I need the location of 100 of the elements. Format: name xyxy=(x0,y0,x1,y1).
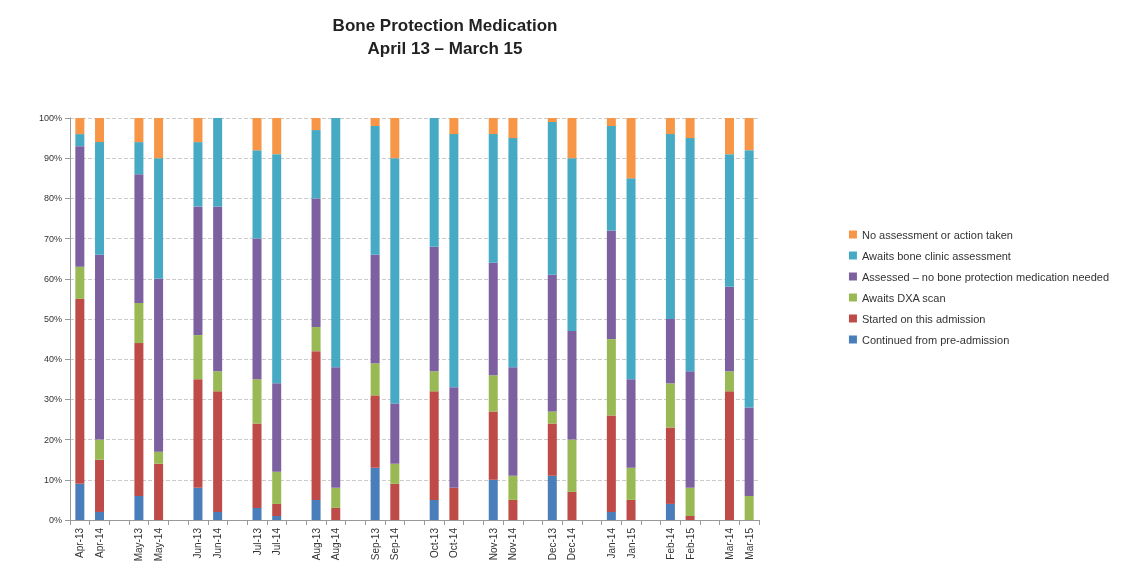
bar xyxy=(567,331,577,440)
bar xyxy=(213,511,223,520)
bar xyxy=(213,206,223,372)
bar xyxy=(744,407,754,496)
y-tick-label: 30% xyxy=(43,394,62,405)
x-tick-label: Apr-14 xyxy=(94,527,106,559)
bar xyxy=(744,150,754,408)
bar xyxy=(252,379,262,424)
bar xyxy=(193,379,203,488)
bar xyxy=(154,278,164,452)
bar xyxy=(370,254,380,364)
x-tick-label: Sep-13 xyxy=(369,527,381,561)
bar xyxy=(606,230,616,340)
bar xyxy=(272,515,282,520)
y-tick-label: 60% xyxy=(43,273,62,284)
bar xyxy=(488,479,498,520)
x-tick-label: Aug-13 xyxy=(310,527,322,561)
bar xyxy=(272,154,282,384)
bar xyxy=(252,118,262,151)
x-tick-label: Jan-14 xyxy=(605,527,617,559)
bar xyxy=(193,335,203,380)
legend-label: Awaits bone clinic assessment xyxy=(861,249,1011,262)
bar xyxy=(95,459,105,512)
bar xyxy=(193,118,203,143)
bar xyxy=(547,274,557,412)
bar xyxy=(390,463,400,484)
bar xyxy=(547,411,557,424)
bar xyxy=(390,483,400,520)
bar xyxy=(134,343,144,496)
bar xyxy=(567,439,577,492)
bar xyxy=(95,142,105,255)
bar xyxy=(75,146,85,267)
bar xyxy=(252,238,262,380)
bar xyxy=(724,391,734,520)
bar xyxy=(567,118,577,159)
bar xyxy=(508,138,518,368)
bar xyxy=(685,487,695,516)
bar xyxy=(154,118,164,159)
bar xyxy=(272,383,282,472)
bar xyxy=(744,118,754,151)
x-tick-label: Jun-13 xyxy=(192,527,204,559)
bar xyxy=(134,302,144,344)
bar xyxy=(606,339,616,416)
legend-label: Assessed – no bone protection medication needed xyxy=(861,270,1109,283)
bar xyxy=(75,298,85,484)
x-tick-label: Aug-14 xyxy=(330,527,342,561)
y-tick-label: 70% xyxy=(43,233,62,244)
bar xyxy=(508,475,518,500)
bar xyxy=(724,286,734,372)
bar xyxy=(606,415,616,512)
bar xyxy=(508,367,518,476)
bar xyxy=(665,383,675,428)
bar xyxy=(331,367,341,488)
bar xyxy=(626,379,636,468)
bar xyxy=(488,134,498,263)
x-tick-label: Sep-14 xyxy=(389,527,401,561)
bar xyxy=(390,158,400,404)
bar xyxy=(311,351,321,500)
bar xyxy=(95,254,105,440)
y-tick-label: 20% xyxy=(43,434,62,445)
bar xyxy=(429,499,439,520)
bar xyxy=(370,467,380,520)
legend-label: Awaits DXA scan xyxy=(861,291,946,304)
bar xyxy=(606,511,616,520)
x-tick-label: Mar-14 xyxy=(723,527,735,560)
bar xyxy=(449,487,459,520)
bar xyxy=(429,246,439,372)
bar xyxy=(311,499,321,520)
x-tick-label: Nov-14 xyxy=(507,527,519,561)
bar xyxy=(75,134,85,147)
bar xyxy=(311,327,321,352)
bar xyxy=(272,471,282,504)
x-tick-label: Oct-14 xyxy=(448,527,460,559)
bar xyxy=(724,118,734,155)
bar xyxy=(547,475,557,520)
x-tick-label: Jul-13 xyxy=(251,527,263,556)
x-tick-label: Oct-13 xyxy=(428,527,440,559)
bar xyxy=(272,503,282,516)
bar xyxy=(685,118,695,139)
x-tick-label: Mar-15 xyxy=(743,527,755,560)
bar xyxy=(488,262,498,376)
chart-title: Bone Protection Medication xyxy=(332,16,558,35)
bar xyxy=(429,371,439,392)
bar xyxy=(370,118,380,127)
x-tick-label: Feb-14 xyxy=(664,527,676,560)
bar xyxy=(75,118,85,135)
bar xyxy=(685,371,695,488)
bar xyxy=(626,467,636,500)
bar xyxy=(95,511,105,520)
bar xyxy=(390,403,400,464)
y-tick-label: 40% xyxy=(43,354,62,365)
bar xyxy=(193,206,203,336)
x-tick-label: Jan-15 xyxy=(625,527,637,559)
bar xyxy=(429,118,439,247)
bar xyxy=(606,118,616,127)
bar xyxy=(370,395,380,468)
bar xyxy=(488,411,498,480)
bar xyxy=(75,266,85,299)
bar xyxy=(685,515,695,520)
bar xyxy=(252,150,262,239)
